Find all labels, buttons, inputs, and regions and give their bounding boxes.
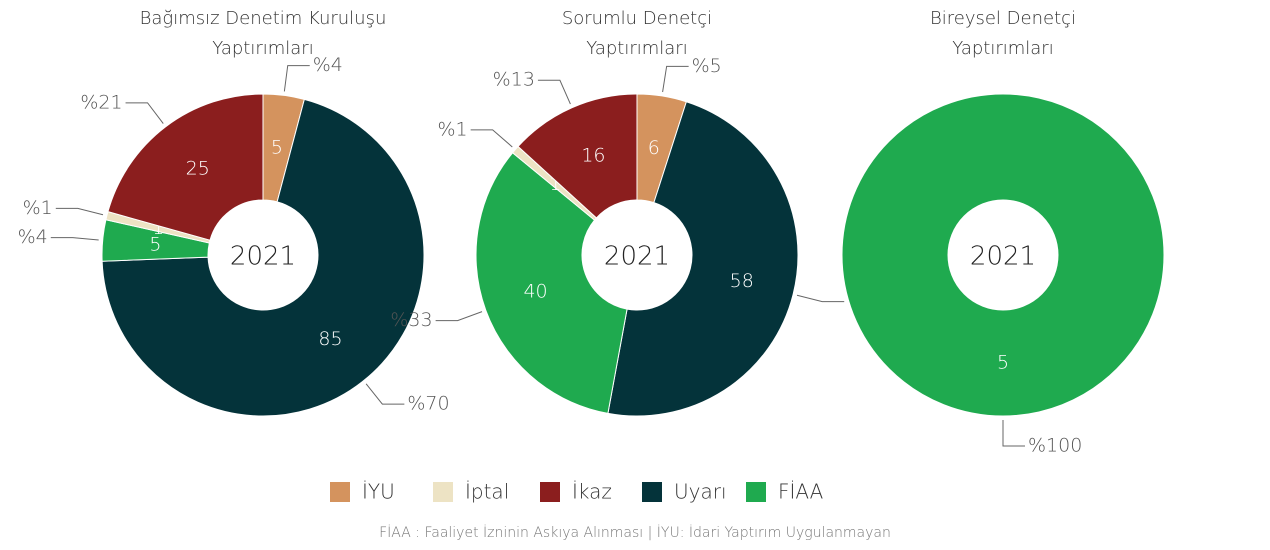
chart-title: Sorumlu Denetçi Yaptırımları: [561, 8, 713, 59]
value-label: 6: [648, 137, 660, 159]
percent-label: %21: [80, 91, 122, 113]
legend-swatch: [540, 482, 560, 502]
percent-label: %1: [23, 197, 53, 219]
percent-label: %33: [390, 309, 432, 331]
legend-label: İYU: [362, 480, 395, 504]
donut-slice: [101, 98, 425, 417]
legend-swatch: [330, 482, 350, 502]
center-label: 2021: [230, 242, 296, 272]
legend-label: FİAA: [778, 480, 824, 504]
percent-label: %1: [437, 118, 467, 140]
leader-line: [125, 102, 164, 124]
value-label: 5: [271, 136, 283, 158]
leader-line: [55, 207, 104, 216]
percent-label: %70: [407, 393, 449, 415]
value-label: 58: [730, 270, 754, 292]
percent-label: %13: [493, 69, 535, 91]
donut-slice: [607, 101, 799, 417]
chart-title: Bağımsız Denetim Kuruluşu Yaptırımları: [139, 8, 387, 59]
donut-slice: [107, 93, 264, 241]
percent-label: %5: [692, 55, 722, 77]
leader-line: [50, 237, 99, 241]
legend-swatch: [433, 482, 453, 502]
legend-label: İptal: [465, 480, 509, 504]
leader-line: [283, 65, 310, 92]
percent-label: %4: [313, 54, 343, 76]
value-label: 16: [581, 145, 605, 167]
percent-label: %4: [18, 226, 48, 248]
value-label: 5: [149, 234, 161, 256]
percent-label: %100: [1028, 435, 1082, 457]
value-label: 25: [186, 157, 210, 179]
leader-line: [537, 79, 571, 105]
leader-line: [662, 65, 689, 93]
donut-slice: [475, 152, 628, 414]
center-label: 2021: [604, 242, 670, 272]
value-label: 85: [318, 328, 342, 350]
legend-label: İkaz: [572, 480, 612, 504]
legend-swatch: [746, 482, 766, 502]
donut-slice: [841, 93, 1165, 417]
leader-line: [365, 383, 405, 405]
chart-title: Bireysel Denetçi Yaptırımları: [929, 8, 1077, 59]
center-label: 2021: [970, 242, 1036, 272]
legend-label: Uyarı: [674, 480, 727, 504]
footnote: FİAA : Faaliyet İzninin Askıya Alınması …: [379, 524, 891, 541]
legend-swatch: [642, 482, 662, 502]
leader-line: [1002, 420, 1025, 447]
value-label: 5: [997, 352, 1009, 374]
leader-line: [470, 129, 513, 148]
leader-line: [796, 294, 845, 303]
value-label: 40: [523, 281, 547, 303]
leader-line: [435, 311, 483, 322]
donut-slice: [517, 93, 638, 219]
